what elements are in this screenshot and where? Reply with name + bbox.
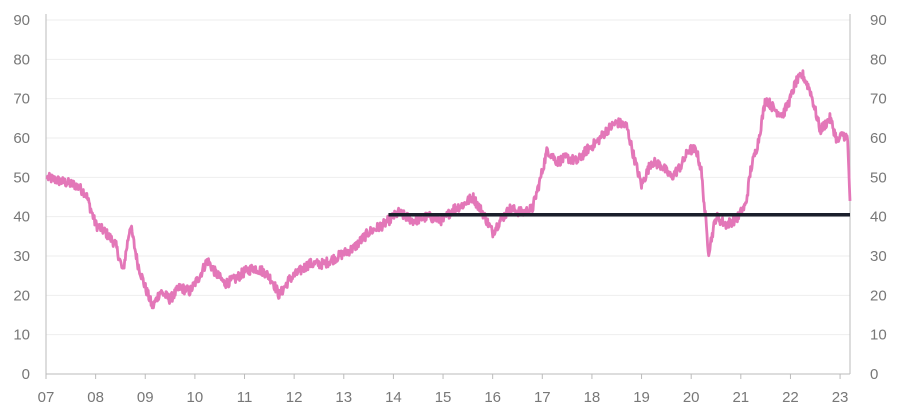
x-tick-label: 23 [832,389,849,406]
x-axis: 07 08 09 10 11 12 13 14 15 16 17 18 19 20 21 22 23 [38,374,849,406]
left-y-axis: 0 10 20 30 40 50 60 70 80 90 [13,12,30,383]
y-tick-label-right: 0 [870,366,878,383]
x-tick-label: 13 [335,389,352,406]
y-tick-label-right: 20 [870,287,887,304]
y-tick-label-right: 70 [870,91,887,108]
series-line [45,69,852,310]
x-tick-label: 18 [584,389,601,406]
x-tick-label: 17 [534,389,551,406]
y-tick-label-right: 90 [870,12,887,29]
x-tick-label: 16 [484,389,501,406]
x-tick-label: 22 [782,389,799,406]
chart-axes [45,14,851,375]
x-tick-label: 12 [286,389,303,406]
right-y-axis: 0 10 20 30 40 50 60 70 80 90 [870,12,887,383]
x-tick-label: 19 [633,389,650,406]
x-tick-label: 21 [732,389,749,406]
y-tick-label-right: 30 [870,248,887,265]
y-tick-label-right: 10 [870,327,887,344]
y-tick-label-left: 70 [13,91,30,108]
x-tick-label: 09 [137,389,154,406]
x-tick-label: 11 [237,389,253,406]
x-tick-label: 07 [38,389,55,406]
x-tick-label: 10 [187,389,204,406]
y-tick-label-left: 80 [13,51,30,68]
x-tick-label: 20 [683,389,700,406]
y-tick-label-left: 90 [13,12,30,29]
y-tick-label-left: 0 [22,366,30,383]
y-tick-label-left: 50 [13,169,30,186]
x-tick-label: 14 [385,389,402,406]
y-tick-label-left: 40 [13,209,30,226]
y-tick-label-left: 60 [13,130,30,147]
chart-grid [46,19,850,336]
y-tick-label-left: 30 [13,248,30,265]
y-tick-label-right: 50 [870,169,887,186]
x-tick-label: 15 [435,389,452,406]
x-tick-label: 08 [87,389,104,406]
y-tick-label-right: 80 [870,51,887,68]
y-tick-label-right: 40 [870,209,887,226]
y-tick-label-left: 10 [13,327,30,344]
y-tick-label-right: 60 [870,130,887,147]
y-tick-label-left: 20 [13,287,30,304]
plot-area [45,69,852,310]
